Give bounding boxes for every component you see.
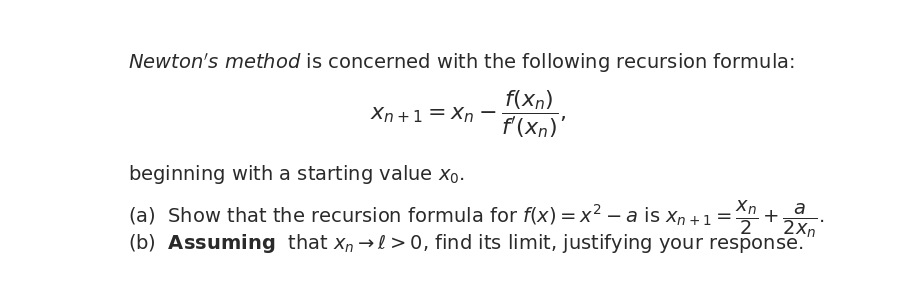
- Text: (b)  $\mathbf{Assuming}$  that $x_n \to \ell > 0$, find its limit, justifying yo: (b) $\mathbf{Assuming}$ that $x_n \to \e…: [128, 232, 803, 256]
- Text: $x_{n+1} = x_n - \dfrac{f(x_n)}{f'(x_n)},$: $x_{n+1} = x_n - \dfrac{f(x_n)}{f'(x_n)}…: [370, 88, 566, 140]
- Text: $\it{Newton's\ method}$ is concerned with the following recursion formula:: $\it{Newton's\ method}$ is concerned wit…: [128, 51, 795, 75]
- Text: beginning with a starting value $x_0$.: beginning with a starting value $x_0$.: [128, 163, 466, 186]
- Text: (a)  Show that the recursion formula for $f(x) = x^2 - a$ is $x_{n+1} = \dfrac{x: (a) Show that the recursion formula for …: [128, 199, 824, 240]
